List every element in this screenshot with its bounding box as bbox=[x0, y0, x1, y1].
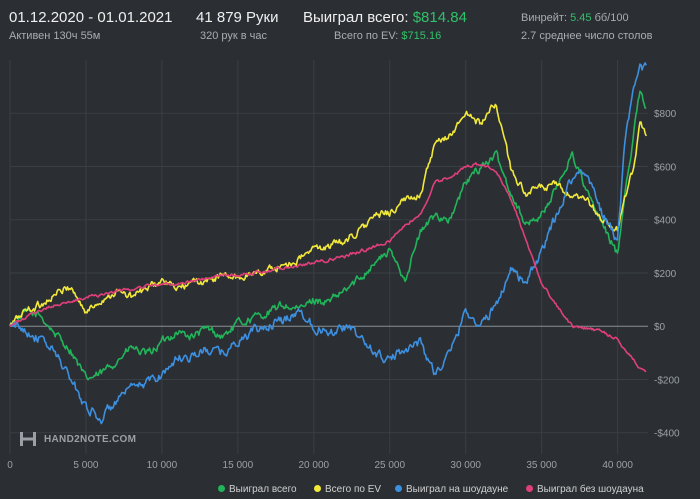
legend-dot-non-showdown bbox=[526, 485, 533, 492]
legend-label-won: Выиграл всего bbox=[229, 484, 297, 495]
legend-item-ev[interactable]: Всего по EV bbox=[314, 484, 381, 495]
summary-header: 01.12.2020 - 01.01.2021 Активен 130ч 55м… bbox=[0, 0, 700, 50]
y-tick-label: $600 bbox=[654, 162, 677, 173]
x-tick-label: 10 000 bbox=[147, 460, 178, 471]
series-line-showdown bbox=[9, 62, 647, 425]
legend-dot-won bbox=[218, 485, 225, 492]
y-tick-label: $400 bbox=[654, 216, 677, 227]
legend-item-won[interactable]: Выиграл всего bbox=[218, 484, 297, 495]
y-axis-labels: -$400 -$200 $0 $200 $400 $600 $800 bbox=[654, 109, 680, 439]
legend-label-showdown: Выиграл на шоудауне bbox=[406, 484, 509, 495]
period-range: 01.12.2020 - 01.01.2021 bbox=[9, 9, 173, 26]
x-axis-labels: 0 5 000 10 000 15 000 20 000 25 000 30 000 35 0… bbox=[7, 460, 633, 471]
hand2note-logo-icon bbox=[20, 432, 36, 446]
x-tick-label: 35 000 bbox=[526, 460, 557, 471]
x-tick-label: 0 bbox=[7, 460, 13, 471]
legend-label-non-showdown: Выиграл без шоудауна bbox=[537, 484, 644, 495]
avg-tables: 2.7 среднее число столов bbox=[521, 30, 653, 42]
y-tick-label: $800 bbox=[654, 109, 677, 120]
x-tick-label: 15 000 bbox=[223, 460, 254, 471]
chart-grid bbox=[9, 60, 648, 454]
hands-count: 41 879 Руки bbox=[196, 9, 279, 26]
hands-per-hour: 320 рук в час bbox=[200, 30, 268, 42]
chart-legend: Выиграл всего Всего по EV Выиграл на шоу… bbox=[0, 481, 700, 499]
bankroll-chart: -$400 -$200 $0 $200 $400 $600 $800 0 5 000 10 00… bbox=[7, 60, 680, 471]
series-line-won bbox=[9, 90, 647, 381]
series-line-non-showdown bbox=[9, 162, 647, 373]
x-tick-label: 5 000 bbox=[73, 460, 98, 471]
x-tick-label: 40 000 bbox=[602, 460, 633, 471]
winrate-label: Винрейт: bbox=[521, 12, 568, 24]
winrate: Винрейт: 5.45 бб/100 bbox=[521, 12, 629, 24]
legend-dot-ev bbox=[314, 485, 321, 492]
legend-item-showdown[interactable]: Выиграл на шоудауне bbox=[395, 484, 508, 495]
ev-total-label: Всего по EV: bbox=[334, 30, 399, 42]
won-total: Выиграл всего: $814.84 bbox=[303, 9, 467, 26]
won-total-value: $814.84 bbox=[412, 9, 467, 26]
y-tick-label: $200 bbox=[654, 269, 677, 280]
x-tick-label: 25 000 bbox=[374, 460, 405, 471]
legend-label-ev: Всего по EV bbox=[325, 484, 382, 495]
legend-dot-showdown bbox=[395, 485, 402, 492]
legend-item-non-showdown[interactable]: Выиграл без шоудауна bbox=[526, 484, 644, 495]
y-tick-label: $0 bbox=[654, 322, 666, 333]
x-tick-label: 30 000 bbox=[450, 460, 481, 471]
series-lines bbox=[9, 62, 647, 425]
ev-total: Всего по EV: $715.16 bbox=[334, 30, 441, 42]
hand2note-logo: HAND2NOTE.COM bbox=[18, 430, 138, 450]
winrate-unit: бб/100 bbox=[594, 12, 629, 24]
x-tick-label: 20 000 bbox=[299, 460, 330, 471]
active-time: Активен 130ч 55м bbox=[9, 30, 101, 42]
hand2note-logo-text: HAND2NOTE.COM bbox=[44, 434, 137, 445]
ev-total-value: $715.16 bbox=[401, 30, 442, 42]
y-tick-label: -$200 bbox=[654, 375, 680, 386]
winrate-value: 5.45 bbox=[570, 12, 592, 24]
won-total-label: Выиграл всего: bbox=[303, 9, 409, 26]
y-tick-label: -$400 bbox=[654, 429, 680, 440]
